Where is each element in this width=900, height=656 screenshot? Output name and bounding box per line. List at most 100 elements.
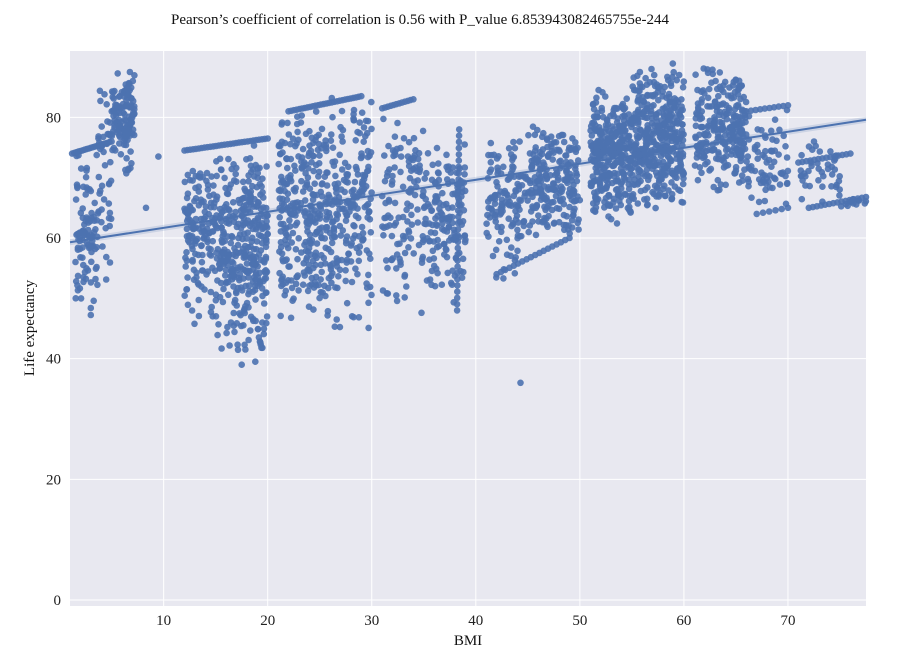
data-point — [284, 174, 292, 181]
data-point — [798, 195, 806, 203]
data-point — [439, 220, 446, 227]
data-point — [765, 208, 773, 215]
data-point — [98, 123, 105, 130]
data-point — [312, 249, 320, 256]
data-point — [401, 249, 409, 257]
data-point — [739, 177, 746, 184]
data-point — [755, 198, 763, 206]
data-point — [436, 199, 443, 207]
data-point — [561, 226, 568, 234]
data-point — [773, 137, 780, 145]
data-point — [294, 128, 301, 136]
data-point — [100, 148, 107, 156]
data-point — [120, 93, 128, 100]
data-point — [461, 238, 469, 246]
data-point — [715, 150, 722, 158]
data-point — [721, 108, 728, 116]
data-point — [380, 115, 387, 123]
data-point — [385, 142, 392, 150]
data-point — [358, 223, 366, 231]
data-point — [218, 224, 225, 232]
data-point — [343, 233, 351, 240]
data-point — [651, 162, 659, 169]
data-point — [183, 286, 190, 293]
data-point — [508, 222, 515, 230]
data-point — [512, 253, 519, 261]
data-point — [329, 113, 336, 121]
data-point — [535, 212, 542, 219]
data-point — [343, 259, 351, 266]
data-point — [592, 194, 599, 201]
data-point — [283, 196, 291, 203]
data-point — [322, 141, 330, 149]
data-point — [762, 147, 769, 155]
data-point — [418, 309, 425, 317]
data-point — [413, 167, 421, 175]
data-point — [500, 275, 507, 282]
data-point — [191, 320, 198, 328]
data-point — [562, 176, 569, 184]
data-point — [317, 261, 325, 269]
data-point — [815, 177, 822, 184]
data-point — [220, 254, 227, 261]
data-point — [129, 130, 136, 137]
data-point — [597, 136, 605, 144]
data-point — [668, 169, 676, 177]
data-point — [505, 145, 513, 152]
data-point — [676, 187, 684, 195]
data-point — [291, 188, 299, 195]
data-point — [227, 239, 235, 247]
data-point — [540, 159, 547, 166]
data-point — [93, 151, 100, 159]
data-point — [249, 253, 257, 260]
data-point — [720, 158, 728, 166]
data-point — [700, 65, 707, 72]
data-point — [317, 205, 325, 213]
data-point — [263, 218, 270, 225]
data-point — [662, 122, 670, 130]
x-tick-label: 40 — [468, 613, 483, 629]
data-point — [601, 185, 609, 192]
data-point — [675, 71, 683, 79]
data-point — [116, 103, 123, 110]
data-point — [253, 238, 261, 245]
data-point — [72, 278, 80, 285]
data-point — [286, 223, 294, 230]
data-point — [427, 229, 435, 236]
data-point — [74, 184, 81, 192]
data-point — [77, 295, 85, 302]
data-point — [612, 104, 620, 112]
data-point — [358, 109, 366, 116]
data-point — [284, 164, 291, 172]
data-point — [379, 223, 386, 230]
data-point — [231, 245, 238, 252]
data-point — [668, 195, 675, 203]
data-point — [198, 199, 205, 206]
data-point — [218, 208, 226, 216]
data-point — [221, 174, 228, 182]
data-point — [461, 171, 468, 178]
data-point — [366, 216, 374, 223]
data-point — [487, 159, 495, 166]
data-point — [325, 284, 332, 292]
data-point — [547, 172, 554, 179]
data-point — [97, 187, 104, 195]
data-point — [182, 263, 189, 270]
data-point — [298, 249, 305, 256]
data-point — [365, 209, 372, 216]
data-point — [278, 119, 286, 126]
data-point — [461, 187, 469, 195]
data-point — [286, 209, 294, 216]
data-point — [327, 248, 335, 256]
data-point — [601, 198, 608, 206]
data-point — [569, 212, 577, 219]
data-point — [309, 152, 317, 160]
data-point — [672, 129, 679, 137]
data-point — [512, 216, 520, 223]
data-point — [244, 229, 251, 236]
data-point — [455, 163, 463, 171]
data-point — [258, 344, 265, 352]
data-point — [350, 222, 357, 229]
data-point — [572, 197, 580, 204]
data-point — [87, 279, 95, 286]
